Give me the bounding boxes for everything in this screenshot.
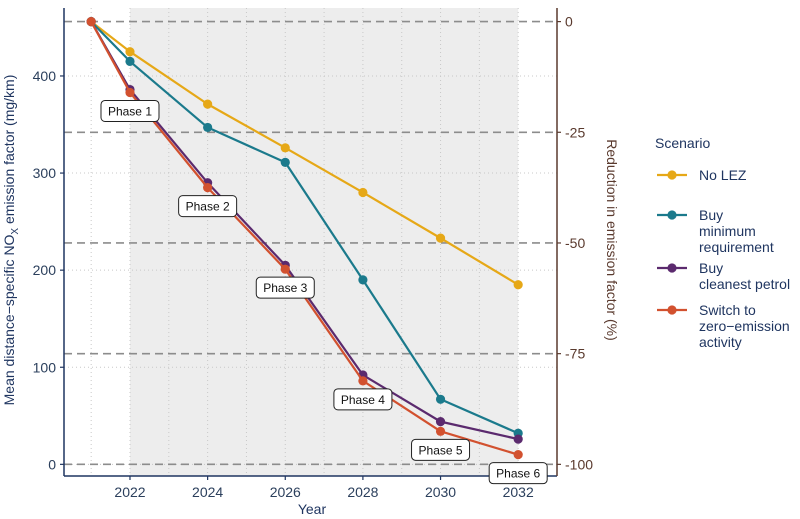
- phase-label-box: [333, 388, 393, 411]
- legend-label-line: zero−emission: [699, 318, 790, 334]
- phase-label: Phase 2: [178, 195, 238, 218]
- legend-label-line: requirement: [699, 239, 774, 255]
- phase-label: Phase 6: [488, 462, 548, 485]
- legend-label-line: Buy: [699, 207, 723, 223]
- legend-item: No LEZ: [657, 167, 747, 183]
- data-point: [280, 264, 290, 274]
- phase-label-box: [255, 276, 315, 299]
- phase-label-box: [411, 438, 471, 461]
- legend-item: Buy minimum requirement: [657, 207, 774, 255]
- data-point: [358, 187, 368, 198]
- data-point: [203, 99, 213, 109]
- legend-item: Buy cleanest petrol: [657, 260, 790, 292]
- legend-item: Switch to zero−emission activity: [657, 302, 790, 350]
- legend-label-line: activity: [699, 334, 742, 350]
- legend-label-line: No LEZ: [699, 167, 747, 183]
- x-tick-label: 2024: [192, 484, 223, 500]
- phase-label-text: Phase 6: [496, 467, 540, 481]
- phase-label-text: Phase 1: [108, 104, 152, 118]
- data-point: [280, 157, 290, 167]
- y-tick-label: 300: [33, 165, 57, 181]
- legend-swatch-point: [667, 263, 677, 273]
- data-point: [280, 143, 290, 153]
- data-point: [513, 434, 523, 444]
- x-tick-label: 2032: [503, 484, 534, 500]
- data-point: [125, 56, 135, 67]
- data-point: [435, 426, 446, 436]
- data-point: [435, 394, 446, 404]
- phase-label: Phase 5: [411, 438, 471, 461]
- legend-label-line: cleanest petrol: [699, 276, 790, 292]
- y-tick-label: 400: [33, 68, 57, 84]
- legend-label-line: Switch to: [699, 302, 756, 318]
- phase-label-text: Phase 5: [419, 443, 463, 457]
- x-tick-label: 2026: [270, 484, 301, 500]
- right-tick-label: -50: [565, 235, 585, 251]
- right-axis-title: Reduction in emission factor (%): [604, 139, 620, 341]
- right-tick-label: -75: [565, 346, 585, 362]
- data-point: [125, 87, 135, 98]
- data-point: [86, 16, 96, 27]
- phase-label-box: [178, 195, 238, 218]
- legend-label: No LEZ: [699, 167, 747, 183]
- y-tick-label: 200: [33, 262, 57, 278]
- right-tick-label: 0: [565, 14, 573, 30]
- y-tick-label: 0: [48, 456, 56, 472]
- y-tick-label: 100: [33, 359, 57, 375]
- right-tick-label: -25: [565, 124, 585, 140]
- legend-swatch-point: [667, 170, 677, 180]
- data-point: [358, 376, 368, 386]
- phase-label: Phase 4: [333, 388, 393, 411]
- data-point: [358, 275, 368, 285]
- phase-label-box: [100, 99, 160, 122]
- data-point: [435, 233, 446, 243]
- legend-label: Buy minimum requirement: [699, 207, 774, 255]
- phase-label: Phase 3: [255, 276, 315, 299]
- data-point: [203, 183, 213, 193]
- data-point: [125, 47, 135, 57]
- x-tick-label: 2028: [347, 484, 378, 500]
- data-point: [435, 417, 446, 427]
- phase-label-text: Phase 4: [341, 393, 385, 407]
- x-tick-label: 2022: [114, 484, 145, 500]
- legend-label-line: Buy: [699, 260, 723, 276]
- phase-label-text: Phase 2: [186, 200, 230, 214]
- legend-label: Buy cleanest petrol: [699, 260, 790, 292]
- x-axis-title: Year: [298, 501, 327, 517]
- data-point: [203, 122, 213, 133]
- legend-swatch-point: [667, 210, 677, 220]
- y-axis-title: Mean distance−specific NOX emission fact…: [1, 75, 21, 406]
- legend-title: Scenario: [655, 135, 710, 151]
- x-tick-label: 2030: [425, 484, 456, 500]
- data-point: [513, 450, 523, 460]
- data-point: [513, 280, 523, 290]
- phase-label: Phase 1: [100, 99, 160, 122]
- shaded-region: [129, 8, 519, 476]
- legend-swatch-point: [667, 305, 677, 315]
- right-tick-label: -100: [565, 456, 593, 472]
- legend-label: Switch to zero−emission activity: [699, 302, 790, 350]
- phase-label-text: Phase 3: [263, 281, 307, 295]
- legend-label-line: minimum: [699, 223, 756, 239]
- phase-label-box: [488, 462, 548, 485]
